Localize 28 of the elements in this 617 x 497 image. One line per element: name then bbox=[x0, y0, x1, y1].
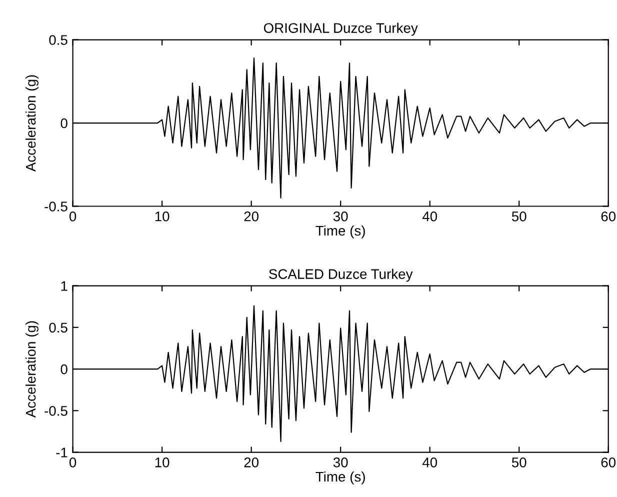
x-axis-title: Time (s) bbox=[316, 225, 365, 238]
x-axis-title: Time (s) bbox=[316, 471, 365, 484]
x-tick-label: 20 bbox=[244, 211, 259, 222]
x-tick-label: 10 bbox=[155, 458, 170, 468]
chart-title: ORIGINAL Duzce Turkey bbox=[264, 22, 418, 36]
x-tick-label: 30 bbox=[333, 211, 348, 222]
y-tick-label: 0 bbox=[60, 118, 68, 128]
chart-title: SCALED Duzce Turkey bbox=[269, 268, 413, 282]
x-tick-label: 10 bbox=[155, 211, 170, 222]
y-tick-label: -0.5 bbox=[44, 202, 68, 212]
x-tick-label: 60 bbox=[601, 211, 616, 222]
x-tick-label: 0 bbox=[69, 458, 76, 468]
x-tick-label: 30 bbox=[333, 458, 348, 468]
x-tick-label: 50 bbox=[512, 211, 526, 222]
y-tick-label: 1 bbox=[61, 281, 68, 291]
y-axis-title: Acceleration (g) bbox=[26, 75, 38, 172]
y-tick-label: 0 bbox=[60, 364, 68, 374]
y-axis-title: Acceleration (g) bbox=[26, 321, 38, 418]
y-tick-label: -1 bbox=[56, 448, 68, 458]
x-tick-label: 60 bbox=[601, 458, 616, 468]
x-tick-label: 40 bbox=[422, 211, 438, 222]
x-tick-label: 50 bbox=[512, 458, 526, 468]
y-tick-label: 0.5 bbox=[49, 35, 68, 45]
y-tick-label: 0.5 bbox=[49, 322, 68, 333]
x-tick-label: 20 bbox=[244, 458, 259, 468]
x-tick-label: 40 bbox=[422, 458, 438, 468]
x-tick-label: 0 bbox=[69, 211, 76, 222]
y-tick-label: -0.5 bbox=[44, 406, 68, 416]
